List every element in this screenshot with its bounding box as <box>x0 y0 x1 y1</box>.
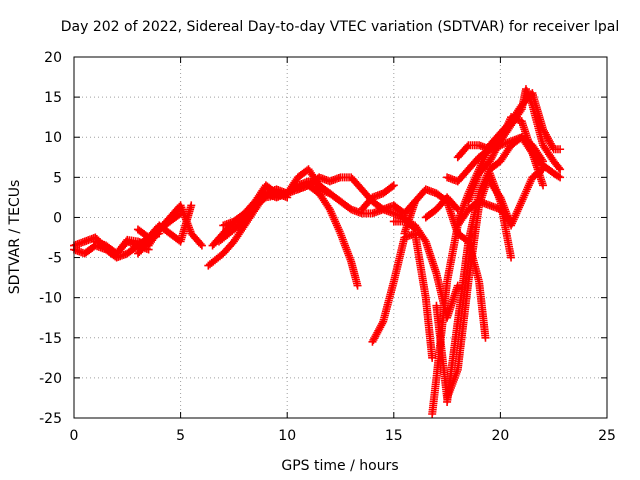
series-track-11 <box>304 181 362 290</box>
y-tick-label: -5 <box>48 251 62 267</box>
y-tick-label: 0 <box>53 210 62 226</box>
x-tick-label: 5 <box>176 428 185 444</box>
data-point-marker <box>554 172 563 181</box>
series-track-14 <box>368 229 437 362</box>
data-point-marker <box>378 319 387 328</box>
data-point-marker <box>539 181 548 190</box>
series-track-13 <box>357 181 398 214</box>
data-point-marker <box>516 106 525 115</box>
data-point-marker <box>420 235 429 244</box>
x-tick-label: 15 <box>385 428 403 444</box>
x-tick-label: 0 <box>70 428 79 444</box>
data-point-marker <box>481 333 490 342</box>
series-track-4 <box>133 201 206 258</box>
data-point-marker <box>537 166 546 175</box>
series-track-12 <box>315 181 420 234</box>
y-tick-label: -15 <box>39 331 62 347</box>
x-tick-label: 20 <box>491 428 509 444</box>
series-track-25 <box>485 165 548 230</box>
series-track-5 <box>133 201 196 246</box>
data-point-marker <box>556 173 565 182</box>
x-axis-label: GPS time / hours <box>281 458 398 474</box>
data-point-marker <box>556 145 565 154</box>
chart-title: Day 202 of 2022, Sidereal Day-to-day VTE… <box>61 19 619 35</box>
y-tick-label: -20 <box>39 371 62 387</box>
data-point-marker <box>428 353 437 362</box>
data-point-marker <box>554 163 563 172</box>
data-point-marker <box>556 165 565 174</box>
y-tick-label: 20 <box>44 50 62 66</box>
data-point-marker <box>539 165 548 174</box>
data-point-marker <box>196 240 205 249</box>
y-tick-label: 10 <box>44 130 62 146</box>
data-point-marker <box>388 182 397 191</box>
y-tick-label: -10 <box>39 291 62 307</box>
data-point-marker <box>507 253 516 262</box>
y-tick-label: 5 <box>53 170 62 186</box>
data-markers <box>70 85 565 418</box>
plot-border <box>73 56 608 419</box>
series-track-18 <box>421 193 462 222</box>
data-point-marker <box>389 181 398 190</box>
data-point-marker <box>197 241 206 250</box>
data-point-marker <box>187 201 196 210</box>
axis-ticks: 0 5 10 15 20 25 -25 -20 -15 -10 -5 0 5 10 15 20 <box>39 50 616 444</box>
data-point-marker <box>353 281 362 290</box>
x-tick-label: 25 <box>598 428 616 444</box>
y-tick-label: -25 <box>39 411 62 427</box>
x-tick-label: 10 <box>278 428 296 444</box>
y-tick-label: 15 <box>44 90 62 106</box>
y-axis-label: SDTVAR / TECUs <box>7 180 23 295</box>
